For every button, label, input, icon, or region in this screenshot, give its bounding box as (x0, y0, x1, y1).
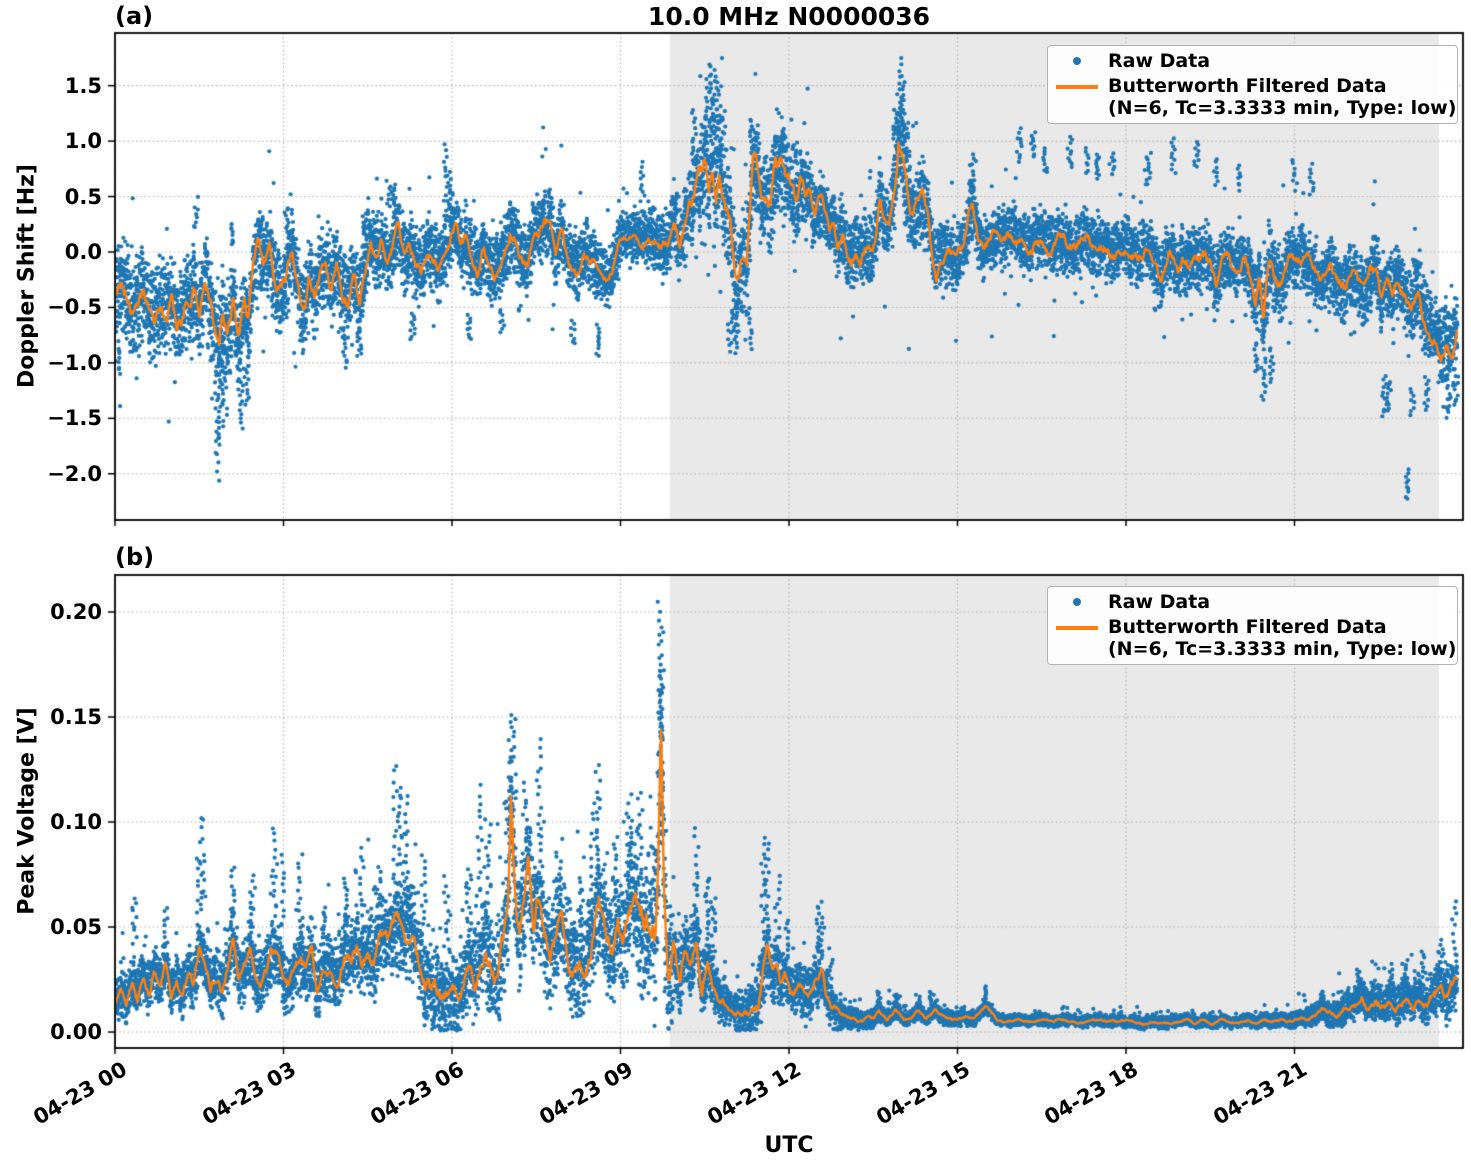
page-title: 10.0 MHz N0000036 (647, 2, 931, 31)
filtered-line-icon (1048, 75, 1106, 89)
y-tick-label-panel-a: 1.0 (64, 129, 102, 154)
x-axis-label: UTC (764, 1133, 814, 1158)
y-tick-label-panel-a: −0.5 (47, 295, 102, 320)
y-tick-label-panel-b: 0.20 (50, 599, 102, 624)
y-axis-label-doppler: Doppler Shift [Hz] (14, 164, 39, 388)
legend-label-filtered-line2: (N=6, Tc=3.3333 min, Type: low) (1108, 638, 1457, 660)
y-tick-label-panel-a: −1.0 (47, 350, 102, 375)
legend-label-filtered-line1: Butterworth Filtered Data (1108, 616, 1387, 638)
raw-data-marker-icon (1048, 57, 1106, 65)
legend-item-raw-data: Raw Data (1048, 591, 1457, 613)
y-tick-label-panel-a: −2.0 (47, 461, 102, 486)
y-tick-label-panel-b: 0.05 (50, 915, 102, 940)
legend-item-filtered: Butterworth Filtered Data (N=6, Tc=3.333… (1048, 616, 1457, 660)
filtered-line-icon (1048, 616, 1106, 630)
legend-panel-a: Raw Data Butterworth Filtered Data (N=6,… (1047, 45, 1458, 124)
legend-panel-b: Raw Data Butterworth Filtered Data (N=6,… (1047, 586, 1458, 665)
legend-label-filtered: Butterworth Filtered Data (N=6, Tc=3.333… (1106, 616, 1456, 660)
y-tick-label-panel-b: 0.00 (50, 1020, 102, 1045)
y-tick-label-panel-b: 0.15 (50, 704, 102, 729)
y-tick-label-panel-b: 0.10 (50, 810, 102, 834)
raw-data-marker-icon (1048, 598, 1106, 606)
legend-item-raw-data: Raw Data (1048, 50, 1457, 72)
legend-label-filtered-line2: (N=6, Tc=3.3333 min, Type: low) (1108, 97, 1457, 119)
legend-label-filtered: Butterworth Filtered Data (N=6, Tc=3.333… (1106, 75, 1456, 119)
legend-item-filtered: Butterworth Filtered Data (N=6, Tc=3.333… (1048, 75, 1457, 119)
y-tick-label-panel-a: 0.5 (64, 184, 102, 209)
subplot-label-b: (b) (115, 543, 155, 571)
y-tick-label-panel-a: 0.0 (64, 239, 102, 264)
legend-label-raw: Raw Data (1108, 50, 1211, 72)
y-tick-label-panel-a: −1.5 (47, 406, 102, 431)
subplot-label-a: (a) (115, 2, 154, 30)
legend-label-filtered-line1: Butterworth Filtered Data (1108, 75, 1387, 97)
y-tick-label-panel-a: 1.5 (64, 73, 102, 98)
legend-label-raw: Raw Data (1108, 591, 1211, 613)
